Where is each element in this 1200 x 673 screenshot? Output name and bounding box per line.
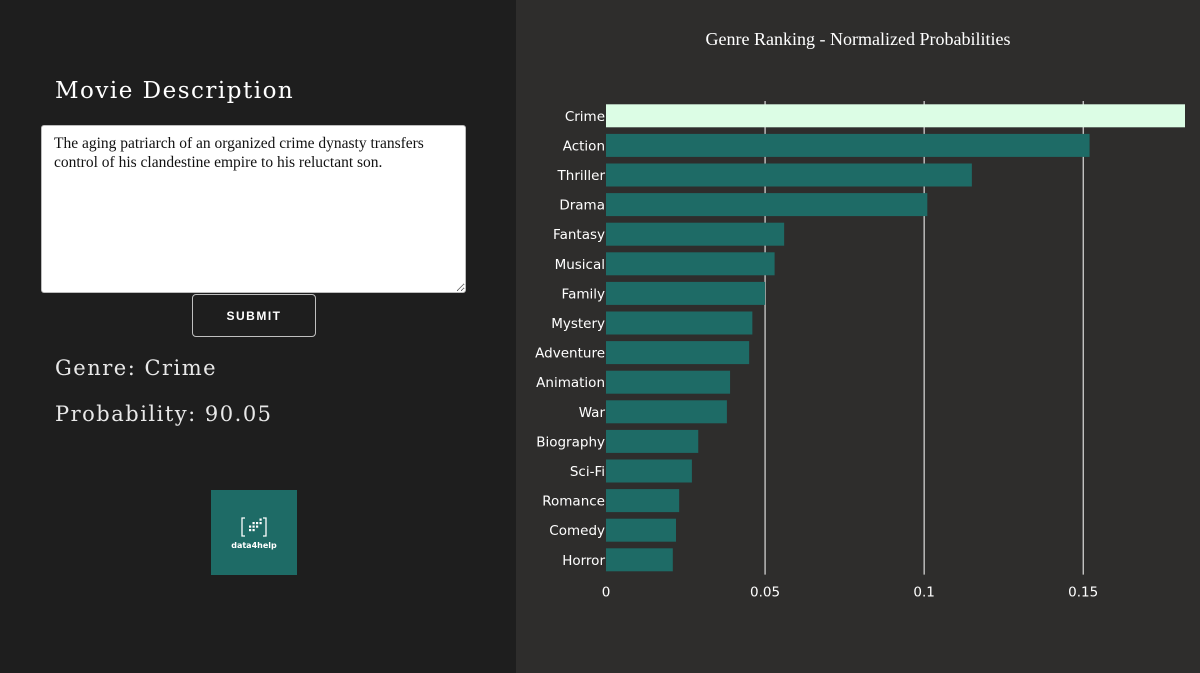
submit-button[interactable]: SUBMIT	[192, 294, 316, 337]
data4help-logo-icon	[241, 517, 267, 537]
genre-ranking-chart: Crime Action Thriller Drama Fantasy Musical Fa…	[535, 101, 1185, 601]
input-panel: Movie Description The aging patriarch of…	[0, 0, 516, 673]
bar-fantasy	[606, 222, 785, 246]
bar-war	[606, 400, 727, 424]
movie-description-input[interactable]: The aging patriarch of an organized crim…	[41, 125, 466, 293]
x-tick-label-2: 0.1	[913, 585, 934, 601]
predicted-probability-text: Probability: 90.05	[55, 402, 273, 426]
predicted-genre-text: Genre: Crime	[55, 356, 218, 380]
category-label-musical: Musical	[555, 257, 605, 273]
bar-romance	[606, 489, 680, 513]
category-label-mystery: Mystery	[551, 316, 605, 332]
bar-thriller	[606, 163, 972, 187]
category-label-fantasy: Fantasy	[553, 227, 605, 243]
bar-drama	[606, 193, 928, 217]
bar-horror	[606, 548, 673, 572]
chart-panel: Genre Ranking - Normalized Probabilities…	[516, 0, 1200, 673]
category-label-thriller: Thriller	[557, 168, 606, 184]
x-tick-label-1: 0.05	[750, 585, 780, 601]
category-label-war: War	[579, 405, 606, 421]
movie-description-title: Movie Description	[55, 78, 295, 104]
bar-mystery	[606, 311, 753, 335]
bar-action	[606, 133, 1090, 157]
bar-animation	[606, 370, 731, 394]
category-label-animation: Animation	[536, 375, 605, 391]
category-label-action: Action	[563, 138, 605, 154]
category-label-sci-fi: Sci-Fi	[570, 464, 605, 480]
data4help-logo-text: data4help	[231, 541, 277, 550]
category-label-drama: Drama	[559, 198, 605, 214]
bar-family	[606, 281, 766, 305]
data4help-logo: data4help	[211, 490, 297, 575]
chart-title: Genre Ranking - Normalized Probabilities	[705, 29, 1011, 49]
category-label-crime: Crime	[565, 109, 605, 125]
bar-sci-fi	[606, 459, 692, 483]
bar-crime	[606, 104, 1185, 128]
category-label-comedy: Comedy	[549, 523, 605, 539]
category-label-romance: Romance	[542, 494, 605, 510]
bar-biography	[606, 429, 699, 453]
x-tick-label-0: 0	[602, 585, 611, 601]
category-label-adventure: Adventure	[535, 346, 605, 362]
category-label-horror: Horror	[562, 553, 605, 569]
category-label-family: Family	[562, 286, 605, 302]
category-label-biography: Biography	[536, 434, 605, 450]
x-tick-label-3: 0.15	[1068, 585, 1098, 601]
bar-musical	[606, 252, 775, 276]
bar-comedy	[606, 518, 676, 542]
bar-adventure	[606, 341, 750, 365]
